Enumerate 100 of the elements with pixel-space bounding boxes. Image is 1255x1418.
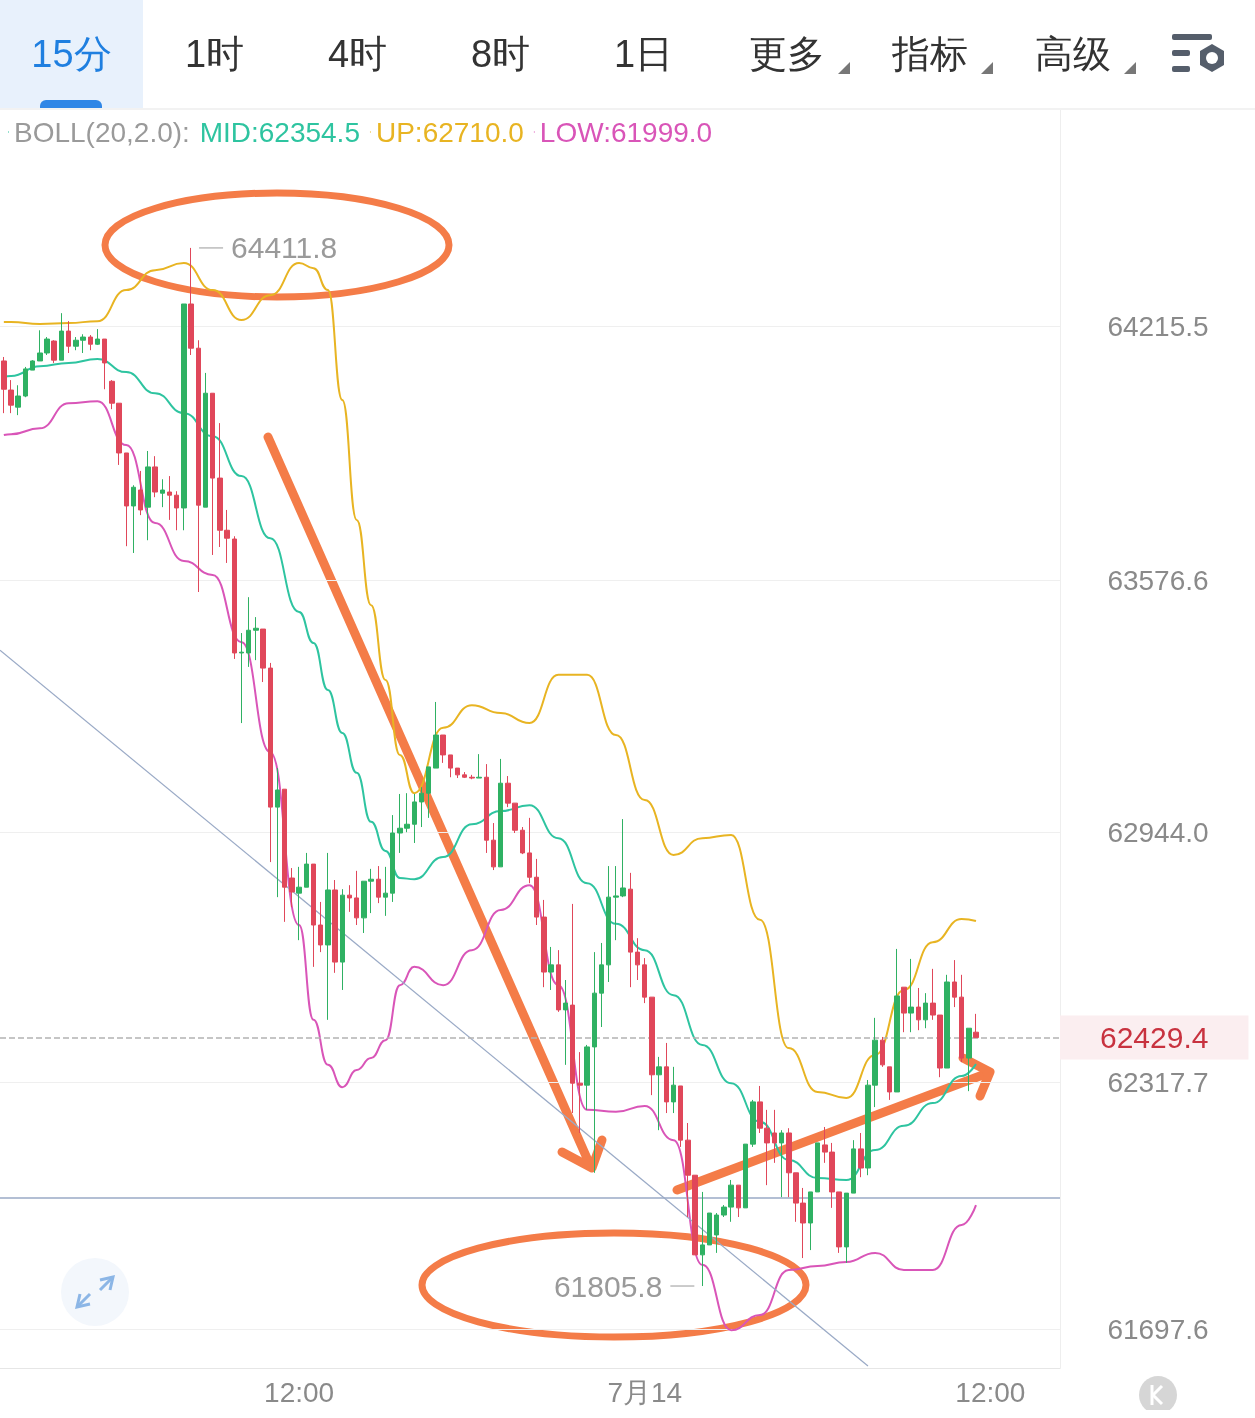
- candlestick: [66, 320, 71, 354]
- candlestick: [390, 814, 395, 903]
- candlestick: [556, 949, 561, 1013]
- candlestick: [462, 771, 467, 779]
- candlestick: [433, 701, 439, 769]
- candlestick: [700, 1191, 705, 1287]
- legend-title: BOLL(20,2.0):: [14, 116, 190, 148]
- text: 1日: [613, 31, 674, 77]
- candlestick: [520, 826, 525, 855]
- candlestick: [95, 328, 100, 346]
- candlestick: [779, 1129, 784, 1198]
- candlestick: [606, 865, 611, 983]
- candlestick: [498, 758, 503, 868]
- candlestick: [815, 1142, 820, 1193]
- candlestick: [383, 866, 388, 917]
- annotation: 64411.8: [231, 231, 338, 265]
- candlestick: [923, 992, 928, 1029]
- candlestick: [304, 852, 309, 888]
- candlestick: [15, 384, 21, 416]
- candlestick: [671, 1066, 676, 1114]
- candlestick: [908, 958, 914, 1033]
- candlestick: [743, 1143, 748, 1209]
- legend-label: LOW:61999.0: [539, 116, 713, 148]
- candlestick: [584, 1044, 590, 1111]
- candlestick: [268, 662, 273, 863]
- candlestick: [635, 937, 640, 981]
- candlestick: [527, 817, 532, 884]
- candlestick: [469, 774, 475, 780]
- candlestick: [455, 767, 460, 779]
- candlestick: [210, 392, 215, 556]
- candlestick: [412, 793, 417, 844]
- y-tick-label: 62317.7: [1107, 1066, 1209, 1098]
- candlestick: [88, 334, 93, 351]
- candlestick: [491, 822, 496, 871]
- annotation: 61805.8: [553, 1269, 663, 1303]
- candlestick: [282, 788, 287, 923]
- candlestick: [887, 1066, 892, 1101]
- candlestick: [275, 767, 280, 898]
- candlestick: [253, 616, 259, 661]
- candlestick: [656, 1056, 662, 1131]
- ref-line-label: 62429.4: [1100, 1021, 1209, 1055]
- candlestick: [563, 979, 568, 1066]
- candlestick: [260, 628, 266, 683]
- candlestick: [296, 866, 302, 941]
- candlestick: [138, 470, 143, 516]
- candlestick: [124, 452, 129, 547]
- candlestick: [239, 632, 244, 724]
- candlestick: [325, 852, 331, 1021]
- candlestick: [548, 946, 554, 991]
- x-tick-label: 7月14: [607, 1376, 683, 1408]
- candlestick: [649, 996, 655, 1096]
- candlestick: [51, 339, 57, 364]
- candlestick: [289, 867, 295, 908]
- candlestick: [354, 870, 359, 926]
- candlestick: [188, 247, 194, 356]
- candlestick: [167, 475, 172, 521]
- candlestick: [347, 884, 352, 913]
- candlestick: [246, 596, 251, 668]
- candlestick: [232, 535, 237, 660]
- candlestick: [196, 339, 201, 593]
- candlestick: [750, 1099, 756, 1148]
- candlestick: [59, 312, 64, 361]
- candlestick: [484, 763, 489, 854]
- legend-label: UP:62710.0: [375, 116, 524, 148]
- y-tick-label: 62944.0: [1107, 817, 1209, 849]
- text: 指标: [891, 31, 968, 77]
- candlestick: [426, 766, 431, 819]
- x-tick-label: 12:00: [264, 1376, 335, 1408]
- candlestick: [174, 490, 179, 531]
- candlestick: [131, 484, 136, 554]
- candlestick: [419, 786, 424, 828]
- x-tick-label: 12:00: [955, 1376, 1026, 1408]
- candlestick: [534, 858, 539, 926]
- candlestick: [707, 1212, 712, 1246]
- candlestick: [577, 1051, 583, 1134]
- candlestick: [966, 1027, 972, 1092]
- candlestick: [376, 865, 381, 904]
- candlestick: [448, 754, 453, 778]
- candlestick: [944, 974, 950, 1069]
- candlestick: [160, 478, 165, 508]
- text: MID:62354.5: [191, 116, 360, 148]
- candlestick: [851, 1139, 856, 1194]
- text: 4时: [327, 31, 388, 77]
- candlestick: [102, 338, 107, 390]
- candlestick: [628, 872, 633, 988]
- candlestick: [952, 959, 957, 1008]
- text: 8时: [470, 31, 531, 77]
- text: 15分: [31, 31, 112, 77]
- candlestick: [678, 1085, 683, 1148]
- candlestick: [152, 455, 158, 498]
- candlestick: [23, 366, 28, 398]
- y-tick-label: 61697.6: [1107, 1313, 1209, 1345]
- candlestick: [30, 359, 35, 371]
- candlestick: [592, 951, 597, 1174]
- candlestick: [476, 753, 482, 779]
- y-tick-label: 63576.6: [1107, 565, 1209, 597]
- text: 高级: [1034, 31, 1111, 77]
- text: 更多: [748, 31, 825, 77]
- candlestick: [714, 1212, 719, 1254]
- candlestick: [880, 1036, 885, 1068]
